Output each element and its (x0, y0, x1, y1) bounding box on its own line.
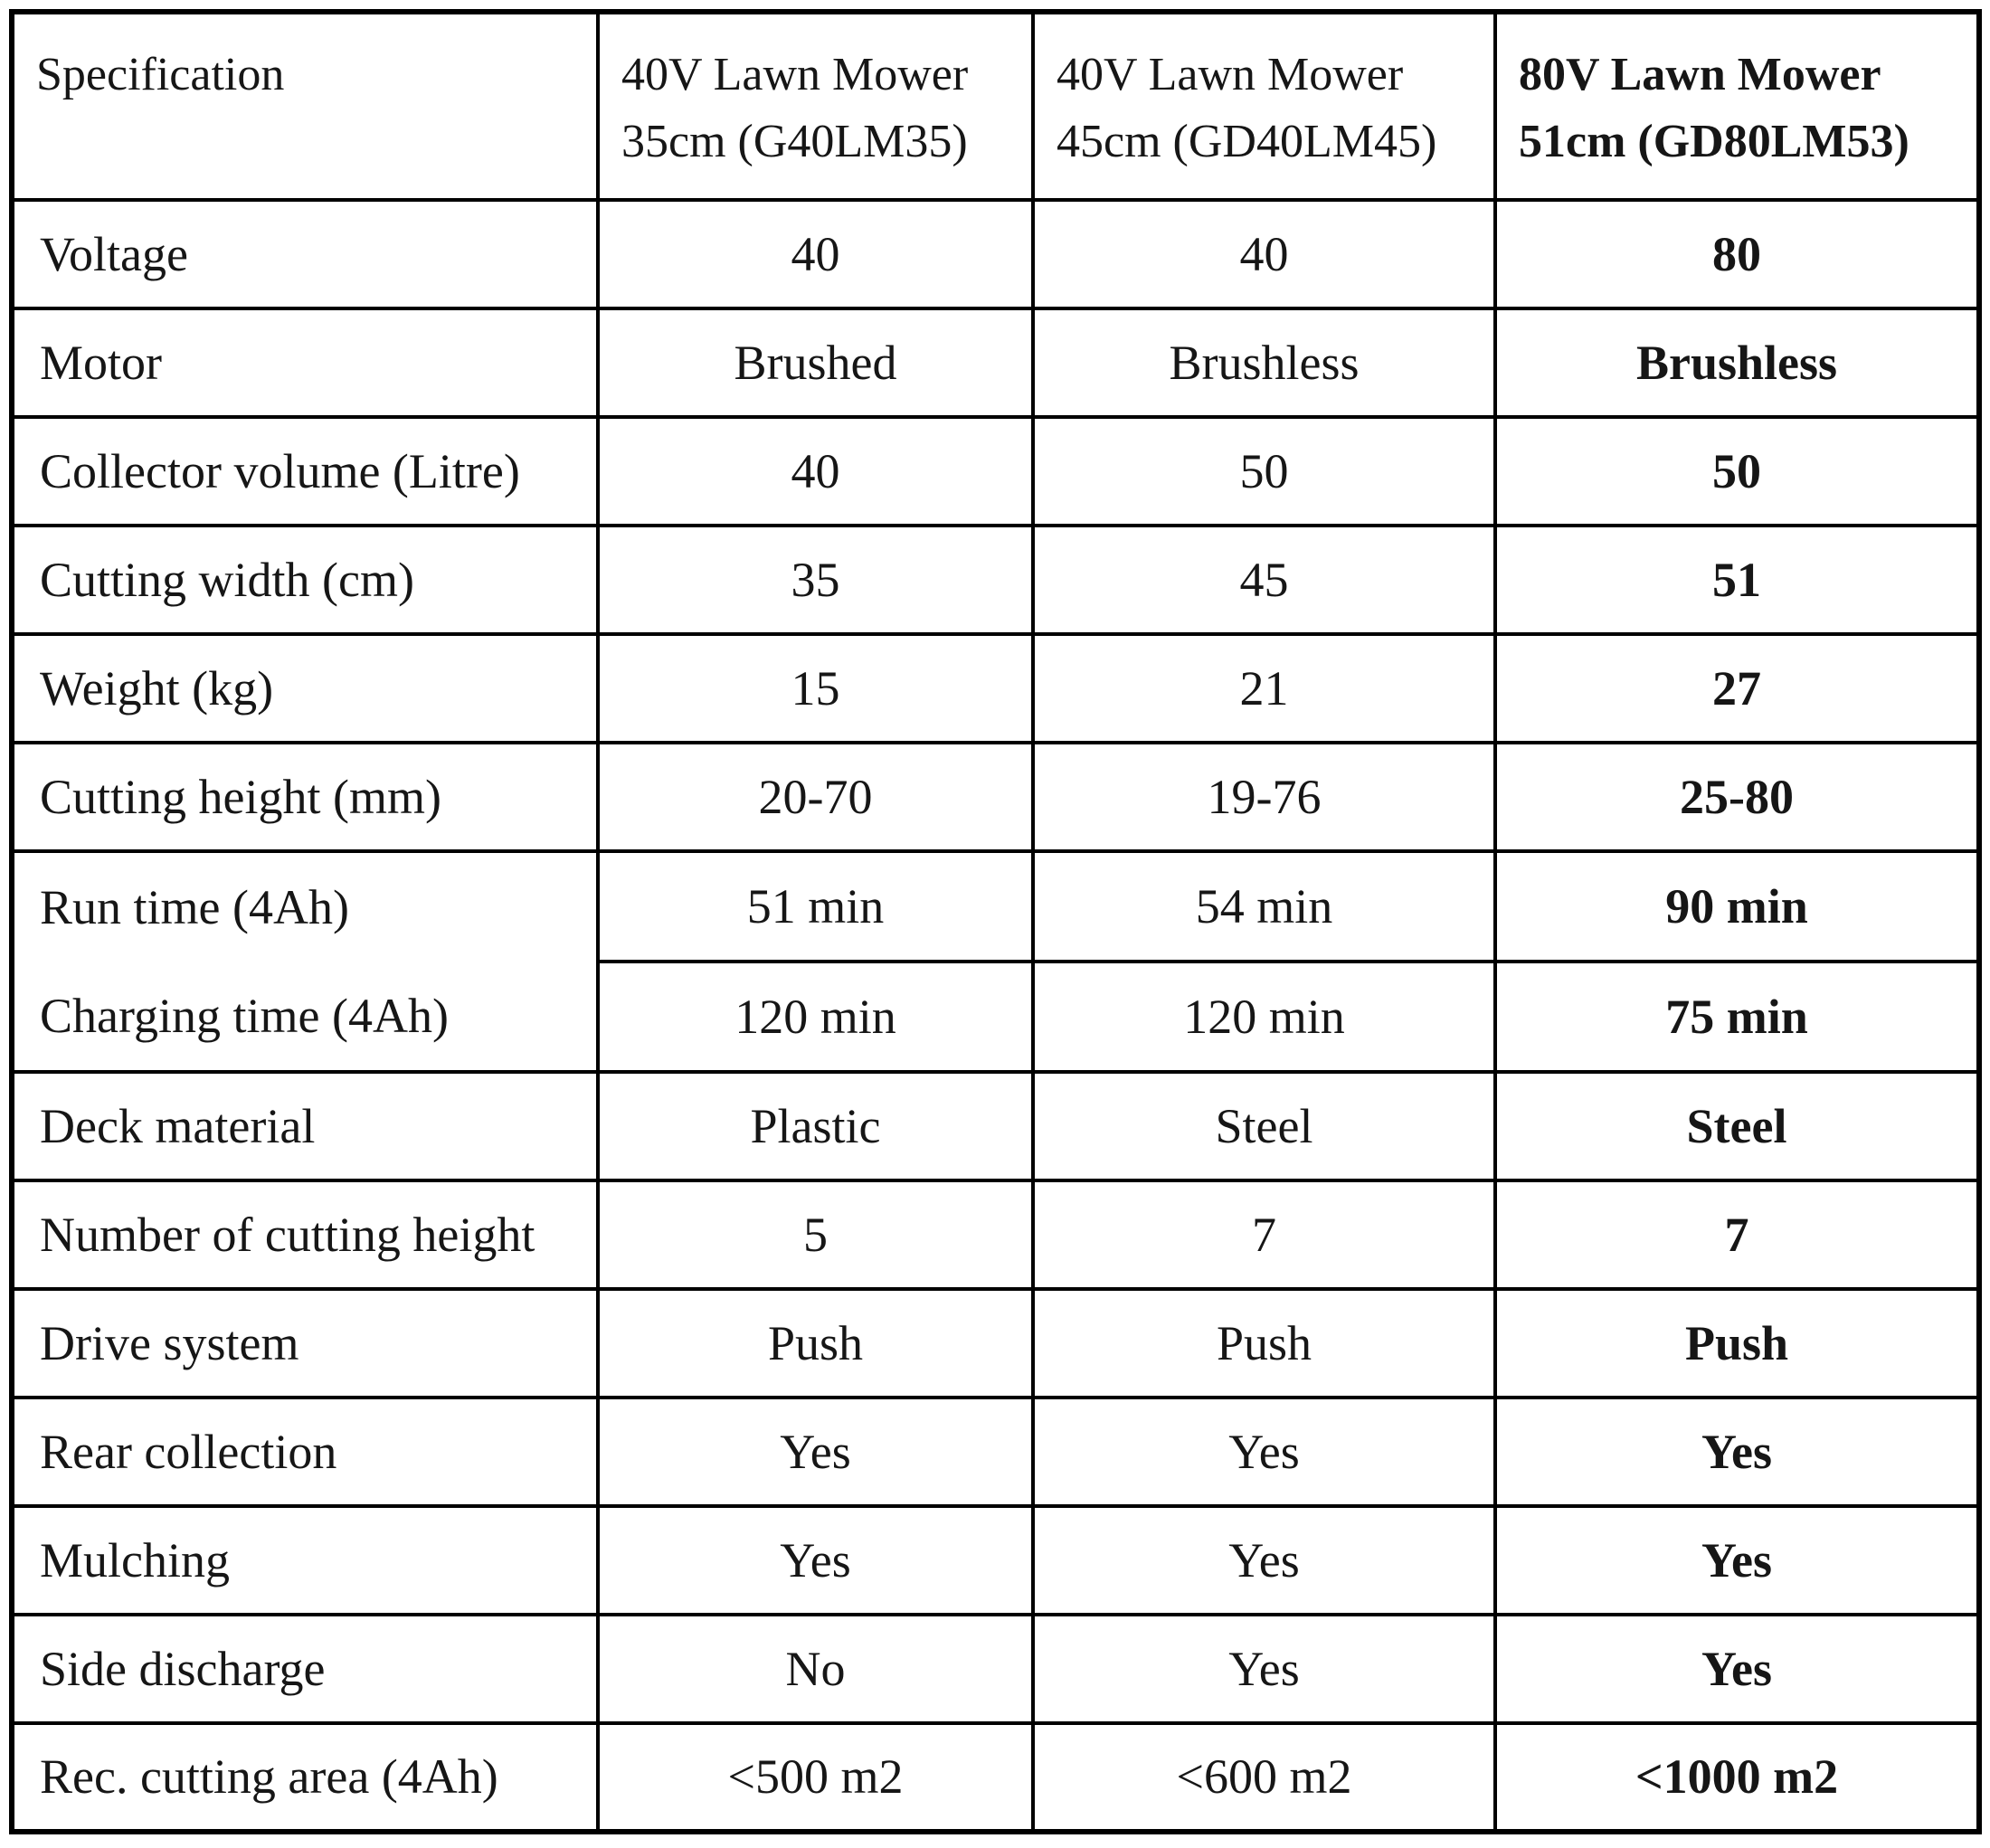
table-row-weight: Weight (kg) 15 21 27 (10, 632, 1981, 744)
row-label: Cutting height (mm) (10, 741, 600, 853)
value-cell: No (596, 1613, 1035, 1725)
value-cell: 80 (1493, 198, 1981, 310)
value-cell: <500 m2 (596, 1721, 1035, 1834)
value-cell: Push (1493, 1287, 1981, 1399)
value-cell: 15 (596, 632, 1035, 744)
value-cell: 7 (1031, 1179, 1497, 1291)
header-label: Specification (36, 49, 285, 100)
row-label-run-and-charging-time: Run time (4Ah) Charging time (4Ah) (10, 849, 600, 1074)
value-cell: Push (596, 1287, 1035, 1399)
header-line: 80V Lawn Mower (1519, 49, 1881, 100)
row-label: Deck material (10, 1070, 600, 1182)
row-label: Voltage (10, 198, 600, 310)
row-label: Side discharge (10, 1613, 600, 1725)
header-row: Specification 40V Lawn Mower 35cm (G40LM… (10, 10, 1981, 202)
row-label: Motor (10, 307, 600, 419)
header-line: 45cm (GD40LM45) (1057, 116, 1437, 167)
header-line: 51cm (GD80LM53) (1519, 116, 1909, 167)
table-row-deck-material: Deck material Plastic Steel Steel (10, 1070, 1981, 1182)
header-cell-model-gd40lm45: 40V Lawn Mower 45cm (GD40LM45) (1031, 10, 1497, 202)
value-cell: 45 (1031, 524, 1497, 636)
row-label: Cutting width (cm) (10, 524, 600, 636)
value-cell: Push (1031, 1287, 1497, 1399)
row-label: Weight (kg) (10, 632, 600, 744)
table-row-charging-time: 120 min 120 min 75 min (12, 960, 1981, 1074)
table-row-rec-cutting-area: Rec. cutting area (4Ah) <500 m2 <600 m2 … (10, 1721, 1981, 1834)
row-label: Drive system (10, 1287, 600, 1399)
row-label: Run time (4Ah) (40, 879, 349, 934)
value-cell: 75 min (1493, 960, 1981, 1074)
table-row-cutting-width: Cutting width (cm) 35 45 51 (10, 524, 1981, 636)
value-cell: Brushed (596, 307, 1035, 419)
value-cell: Plastic (596, 1070, 1035, 1182)
value-cell: 40 (596, 198, 1035, 310)
value-cell: 20-70 (596, 741, 1035, 853)
value-cell: 21 (1031, 632, 1497, 744)
value-cell: 120 min (1031, 960, 1497, 1074)
row-label: Mulching (10, 1504, 600, 1616)
value-cell: 40 (596, 415, 1035, 527)
value-cell: Yes (1493, 1396, 1981, 1508)
value-cell: Steel (1493, 1070, 1981, 1182)
value-cell: 51 (1493, 524, 1981, 636)
table-row-voltage: Voltage 40 40 80 (10, 198, 1981, 310)
value-cell: Yes (1031, 1504, 1497, 1616)
table-row-rear-collection: Rear collection Yes Yes Yes (10, 1396, 1981, 1508)
value-cell: 120 min (596, 960, 1035, 1074)
value-cell: Brushless (1031, 307, 1497, 419)
row-label: Rec. cutting area (4Ah) (10, 1721, 600, 1834)
value-cell: 54 min (1031, 849, 1497, 963)
row-label: Number of cutting height (10, 1179, 600, 1291)
table-row-collector-volume: Collector volume (Litre) 40 50 50 (10, 415, 1981, 527)
value-cell: 35 (596, 524, 1035, 636)
value-cell: Yes (596, 1396, 1035, 1508)
table-row-drive-system: Drive system Push Push Push (10, 1287, 1981, 1399)
value-cell: <600 m2 (1031, 1721, 1497, 1834)
value-cell: 40 (1031, 198, 1497, 310)
value-cell: 7 (1493, 1179, 1981, 1291)
value-cell: Yes (1493, 1504, 1981, 1616)
header-line: 40V Lawn Mower (621, 49, 969, 100)
lawn-mower-spec-table: Specification 40V Lawn Mower 35cm (G40LM… (9, 9, 1982, 1834)
header-line: 40V Lawn Mower (1057, 49, 1404, 100)
value-cell: 50 (1493, 415, 1981, 527)
value-cell: Steel (1031, 1070, 1497, 1182)
value-cell: Yes (1031, 1396, 1497, 1508)
value-cell: Yes (1493, 1613, 1981, 1725)
value-cell: Brushless (1493, 307, 1981, 419)
table-row-cutting-height: Cutting height (mm) 20-70 19-76 25-80 (10, 741, 1981, 853)
header-cell-specification: Specification (10, 10, 600, 202)
table-row-run-time: Run time (4Ah) Charging time (4Ah) 51 mi… (10, 849, 1981, 1074)
value-cell: 25-80 (1493, 741, 1981, 853)
value-cell: 50 (1031, 415, 1497, 527)
header-cell-model-g40lm35: 40V Lawn Mower 35cm (G40LM35) (596, 10, 1035, 202)
value-cell: 51 min (596, 849, 1035, 963)
table-row-number-of-cutting-height: Number of cutting height 5 7 7 (10, 1179, 1981, 1291)
row-label: Charging time (4Ah) (40, 988, 449, 1043)
value-cell: 90 min (1493, 849, 1981, 963)
value-cell: Yes (596, 1504, 1035, 1616)
table-row-mulching: Mulching Yes Yes Yes (10, 1504, 1981, 1616)
header-line: 35cm (G40LM35) (621, 116, 968, 167)
value-cell: <1000 m2 (1493, 1721, 1981, 1834)
row-label: Collector volume (Litre) (10, 415, 600, 527)
header-cell-model-gd80lm53: 80V Lawn Mower 51cm (GD80LM53) (1493, 10, 1981, 202)
table-row-side-discharge: Side discharge No Yes Yes (10, 1613, 1981, 1725)
table-row-motor: Motor Brushed Brushless Brushless (10, 307, 1981, 419)
value-cell: 27 (1493, 632, 1981, 744)
value-cell: 5 (596, 1179, 1035, 1291)
row-label: Rear collection (10, 1396, 600, 1508)
value-cell: 19-76 (1031, 741, 1497, 853)
value-cell: Yes (1031, 1613, 1497, 1725)
